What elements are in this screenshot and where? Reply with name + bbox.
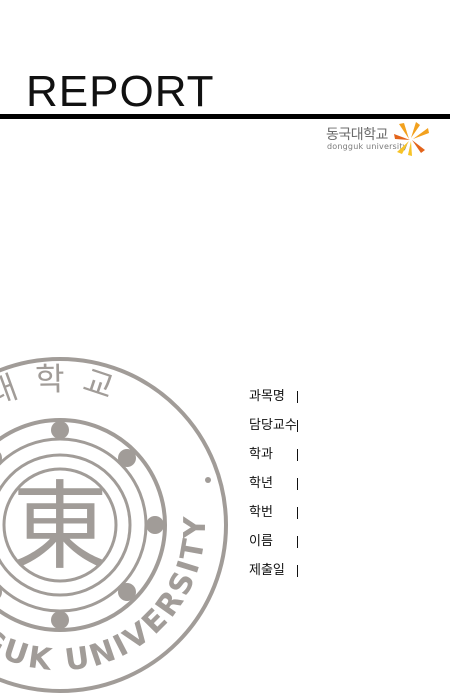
university-logo: 동국대학교 dongguk university [326,122,430,158]
report-title: REPORT [26,67,215,116]
logo-flame-icon [394,122,429,156]
field-separator [297,449,298,461]
seal-center-glyph: 東 [12,471,108,583]
field-separator [297,420,298,432]
field-label: 제출일 [249,563,285,578]
field-separator [297,565,298,577]
field-label: 학년 [249,476,273,491]
logo-english-name: dongguk university [327,142,408,151]
university-seal: 동국대학교 DONGGUK UNIVERSITY 1906 東 [0,355,228,693]
title-divider [0,114,450,119]
field-label: 이름 [249,534,273,549]
field-separator [297,507,298,519]
field-label: 과목명 [249,389,285,404]
field-separator [297,536,298,548]
field-label: 학과 [249,447,273,462]
logo-korean-name: 동국대학교 [326,127,388,143]
field-separator [297,478,298,490]
field-label: 학번 [249,505,273,520]
field-separator [297,391,298,403]
field-label: 담당교수 [249,418,297,433]
